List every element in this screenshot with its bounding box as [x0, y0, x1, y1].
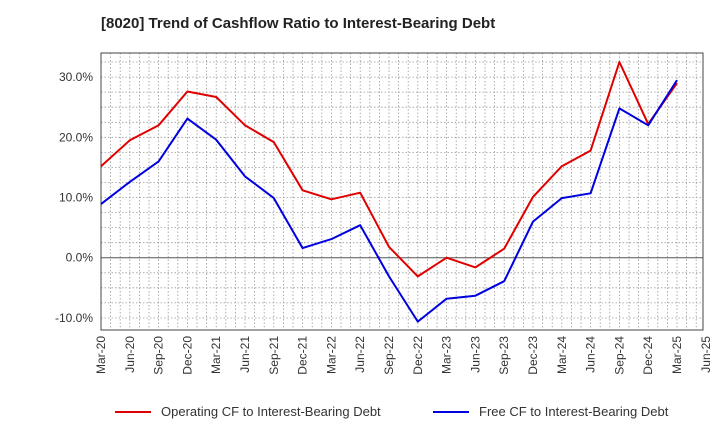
y-tick-label: 0.0%: [66, 251, 94, 265]
x-tick-label: Sep-24: [612, 336, 626, 375]
x-tick-label: Mar-20: [94, 336, 108, 374]
legend-item-operating-cf: Operating CF to Interest-Bearing Debt: [115, 404, 381, 419]
legend-swatch-free-cf: [433, 410, 469, 413]
legend-item-free-cf: Free CF to Interest-Bearing Debt: [433, 404, 668, 419]
y-tick-label: -10.0%: [55, 311, 93, 325]
y-tick-label: 20.0%: [59, 130, 93, 144]
x-tick-label: Dec-22: [411, 336, 425, 375]
x-tick-label: Jun-21: [238, 336, 252, 373]
x-tick-label: Jun-20: [123, 336, 137, 373]
x-tick-label: Sep-23: [497, 336, 511, 375]
series-layer: [100, 61, 678, 323]
x-tick-label: Sep-21: [267, 336, 281, 375]
x-tick-label: Jun-24: [584, 336, 598, 373]
grid-layer: [101, 53, 703, 330]
x-tick-label: Sep-22: [382, 336, 396, 375]
y-axis-ticks: 30.0% 20.0% 10.0% 0.0% -10.0%: [55, 70, 93, 325]
x-tick-label: Mar-22: [324, 336, 338, 374]
x-tick-label: Mar-21: [209, 336, 223, 374]
x-tick-label: Mar-25: [670, 336, 684, 374]
x-tick-label: Mar-23: [440, 336, 454, 374]
x-tick-label: Jun-25: [699, 336, 713, 373]
chart-title: [8020] Trend of Cashflow Ratio to Intere…: [101, 15, 496, 32]
x-tick-label: Jun-23: [468, 336, 482, 373]
legend-label-free-cf: Free CF to Interest-Bearing Debt: [479, 404, 669, 419]
series-line-free-cf: [100, 79, 678, 323]
series-line-operating-cf: [100, 61, 678, 278]
x-tick-label: Sep-20: [152, 336, 166, 375]
x-tick-label: Dec-23: [526, 336, 540, 375]
y-tick-label: 30.0%: [59, 70, 93, 84]
legend-swatch-operating-cf: [115, 410, 151, 413]
x-axis-ticks: Mar-20 Jun-20 Sep-20 Dec-20 Mar-21 Jun-21 Sep-…: [94, 336, 713, 375]
x-tick-label: Dec-24: [641, 336, 655, 375]
x-tick-label: Dec-21: [296, 336, 310, 375]
x-tick-label: Jun-22: [353, 336, 367, 373]
plot-frame: [100, 52, 704, 331]
y-tick-label: 10.0%: [59, 191, 93, 205]
x-tick-label: Mar-24: [555, 336, 569, 374]
x-tick-label: Dec-20: [180, 336, 194, 375]
legend-label-operating-cf: Operating CF to Interest-Bearing Debt: [161, 404, 381, 419]
